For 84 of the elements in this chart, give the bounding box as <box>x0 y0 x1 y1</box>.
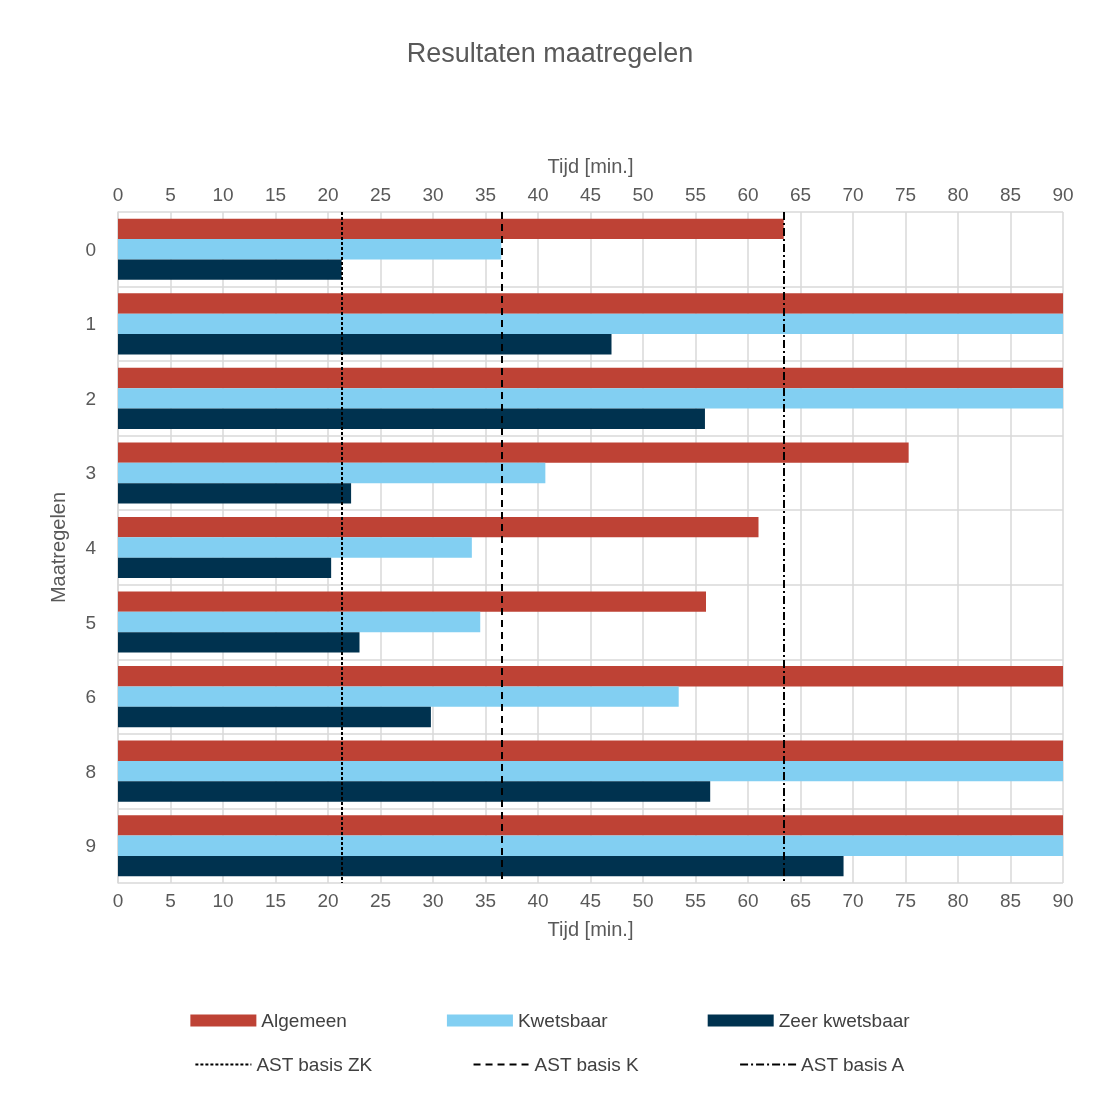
y-tick-label: 8 <box>85 760 96 782</box>
x2-tick-label: 70 <box>842 184 864 205</box>
y-tick-label: 4 <box>85 537 97 558</box>
y-tick-label: 6 <box>85 686 96 708</box>
x-tick-label: 40 <box>527 890 549 911</box>
bar <box>118 483 352 504</box>
x2-tick-label: 60 <box>737 184 759 205</box>
x-tick-label: 15 <box>264 890 287 911</box>
x-tick-label: 50 <box>632 890 654 911</box>
x-tick-label: 85 <box>999 890 1022 911</box>
x2-tick-label: 0 <box>112 184 124 205</box>
bar <box>118 408 705 429</box>
x2-tick-label: 75 <box>894 184 917 205</box>
bar <box>118 815 1063 836</box>
bar <box>118 462 546 484</box>
chart-title: Resultaten maatregelen <box>406 37 694 68</box>
bar <box>118 442 909 463</box>
bar <box>118 293 1063 314</box>
legend-label: Algemeen <box>261 1010 347 1031</box>
bar <box>118 334 612 355</box>
legend-label: Kwetsbaar <box>517 1010 609 1031</box>
legend-label: Zeer kwetsbaar <box>778 1010 911 1031</box>
x-tick-label: 45 <box>579 890 602 911</box>
x-tick-label: 55 <box>684 890 707 911</box>
bar <box>118 239 502 260</box>
bar <box>118 557 332 579</box>
x-tick-label: 60 <box>737 890 759 911</box>
bar <box>118 516 759 538</box>
bar <box>118 666 1063 687</box>
bar <box>118 706 431 728</box>
x2-tick-label: 50 <box>632 184 654 205</box>
bar <box>118 760 1063 782</box>
x2-tick-label: 25 <box>369 184 392 205</box>
bar <box>118 686 679 707</box>
x2-axis-title: Tijd [min.] <box>547 155 634 177</box>
bar <box>118 313 1063 335</box>
x-tick-label: 20 <box>317 890 339 911</box>
x-tick-label: 70 <box>842 890 864 911</box>
bar <box>118 632 360 653</box>
x-tick-label: 10 <box>212 890 234 911</box>
bar <box>118 259 342 280</box>
bar <box>118 388 1063 409</box>
x2-tick-label: 20 <box>317 184 339 205</box>
x2-tick-label: 85 <box>999 184 1022 205</box>
x-tick-label: 5 <box>165 890 176 911</box>
bar <box>118 855 844 877</box>
x-tick-label: 80 <box>947 890 969 911</box>
x-axis-title: Tijd [min.] <box>547 918 634 940</box>
x2-tick-label: 35 <box>474 184 497 205</box>
x2-tick-label: 15 <box>264 184 287 205</box>
x-tick-label: 30 <box>422 890 444 911</box>
x2-tick-label: 90 <box>1052 184 1074 205</box>
legend-label: AST basis K <box>534 1054 640 1075</box>
y-axis-title: Maatregelen <box>47 491 69 604</box>
y-tick-label: 3 <box>85 462 96 484</box>
x2-tick-label: 10 <box>212 184 234 205</box>
x-tick-label: 25 <box>369 890 392 911</box>
bar <box>118 835 1063 856</box>
x2-tick-label: 65 <box>789 184 812 205</box>
y-tick-label: 9 <box>85 835 96 857</box>
x-tick-label: 35 <box>474 890 497 911</box>
legend-label: AST basis ZK <box>256 1054 373 1075</box>
x2-tick-label: 80 <box>947 184 969 205</box>
y-tick-label: 1 <box>85 313 96 335</box>
bar <box>118 537 472 558</box>
bar <box>118 740 1063 761</box>
x2-tick-label: 45 <box>579 184 602 205</box>
y-tick-label: 0 <box>85 238 96 260</box>
x-tick-label: 90 <box>1052 890 1074 911</box>
bar <box>118 367 1063 389</box>
bar <box>118 611 481 633</box>
bar <box>118 591 706 612</box>
x-tick-label: 0 <box>112 890 124 911</box>
bar <box>118 218 784 240</box>
y-tick-label: 2 <box>85 387 96 409</box>
y-tick-label: 5 <box>85 611 96 633</box>
x-tick-label: 65 <box>789 890 812 911</box>
legend-label: AST basis A <box>801 1054 905 1075</box>
x2-tick-label: 40 <box>527 184 549 205</box>
x2-tick-label: 5 <box>165 184 176 205</box>
x-tick-label: 75 <box>894 890 917 911</box>
x2-tick-label: 55 <box>684 184 707 205</box>
bar <box>118 781 711 802</box>
x2-tick-label: 30 <box>422 184 444 205</box>
